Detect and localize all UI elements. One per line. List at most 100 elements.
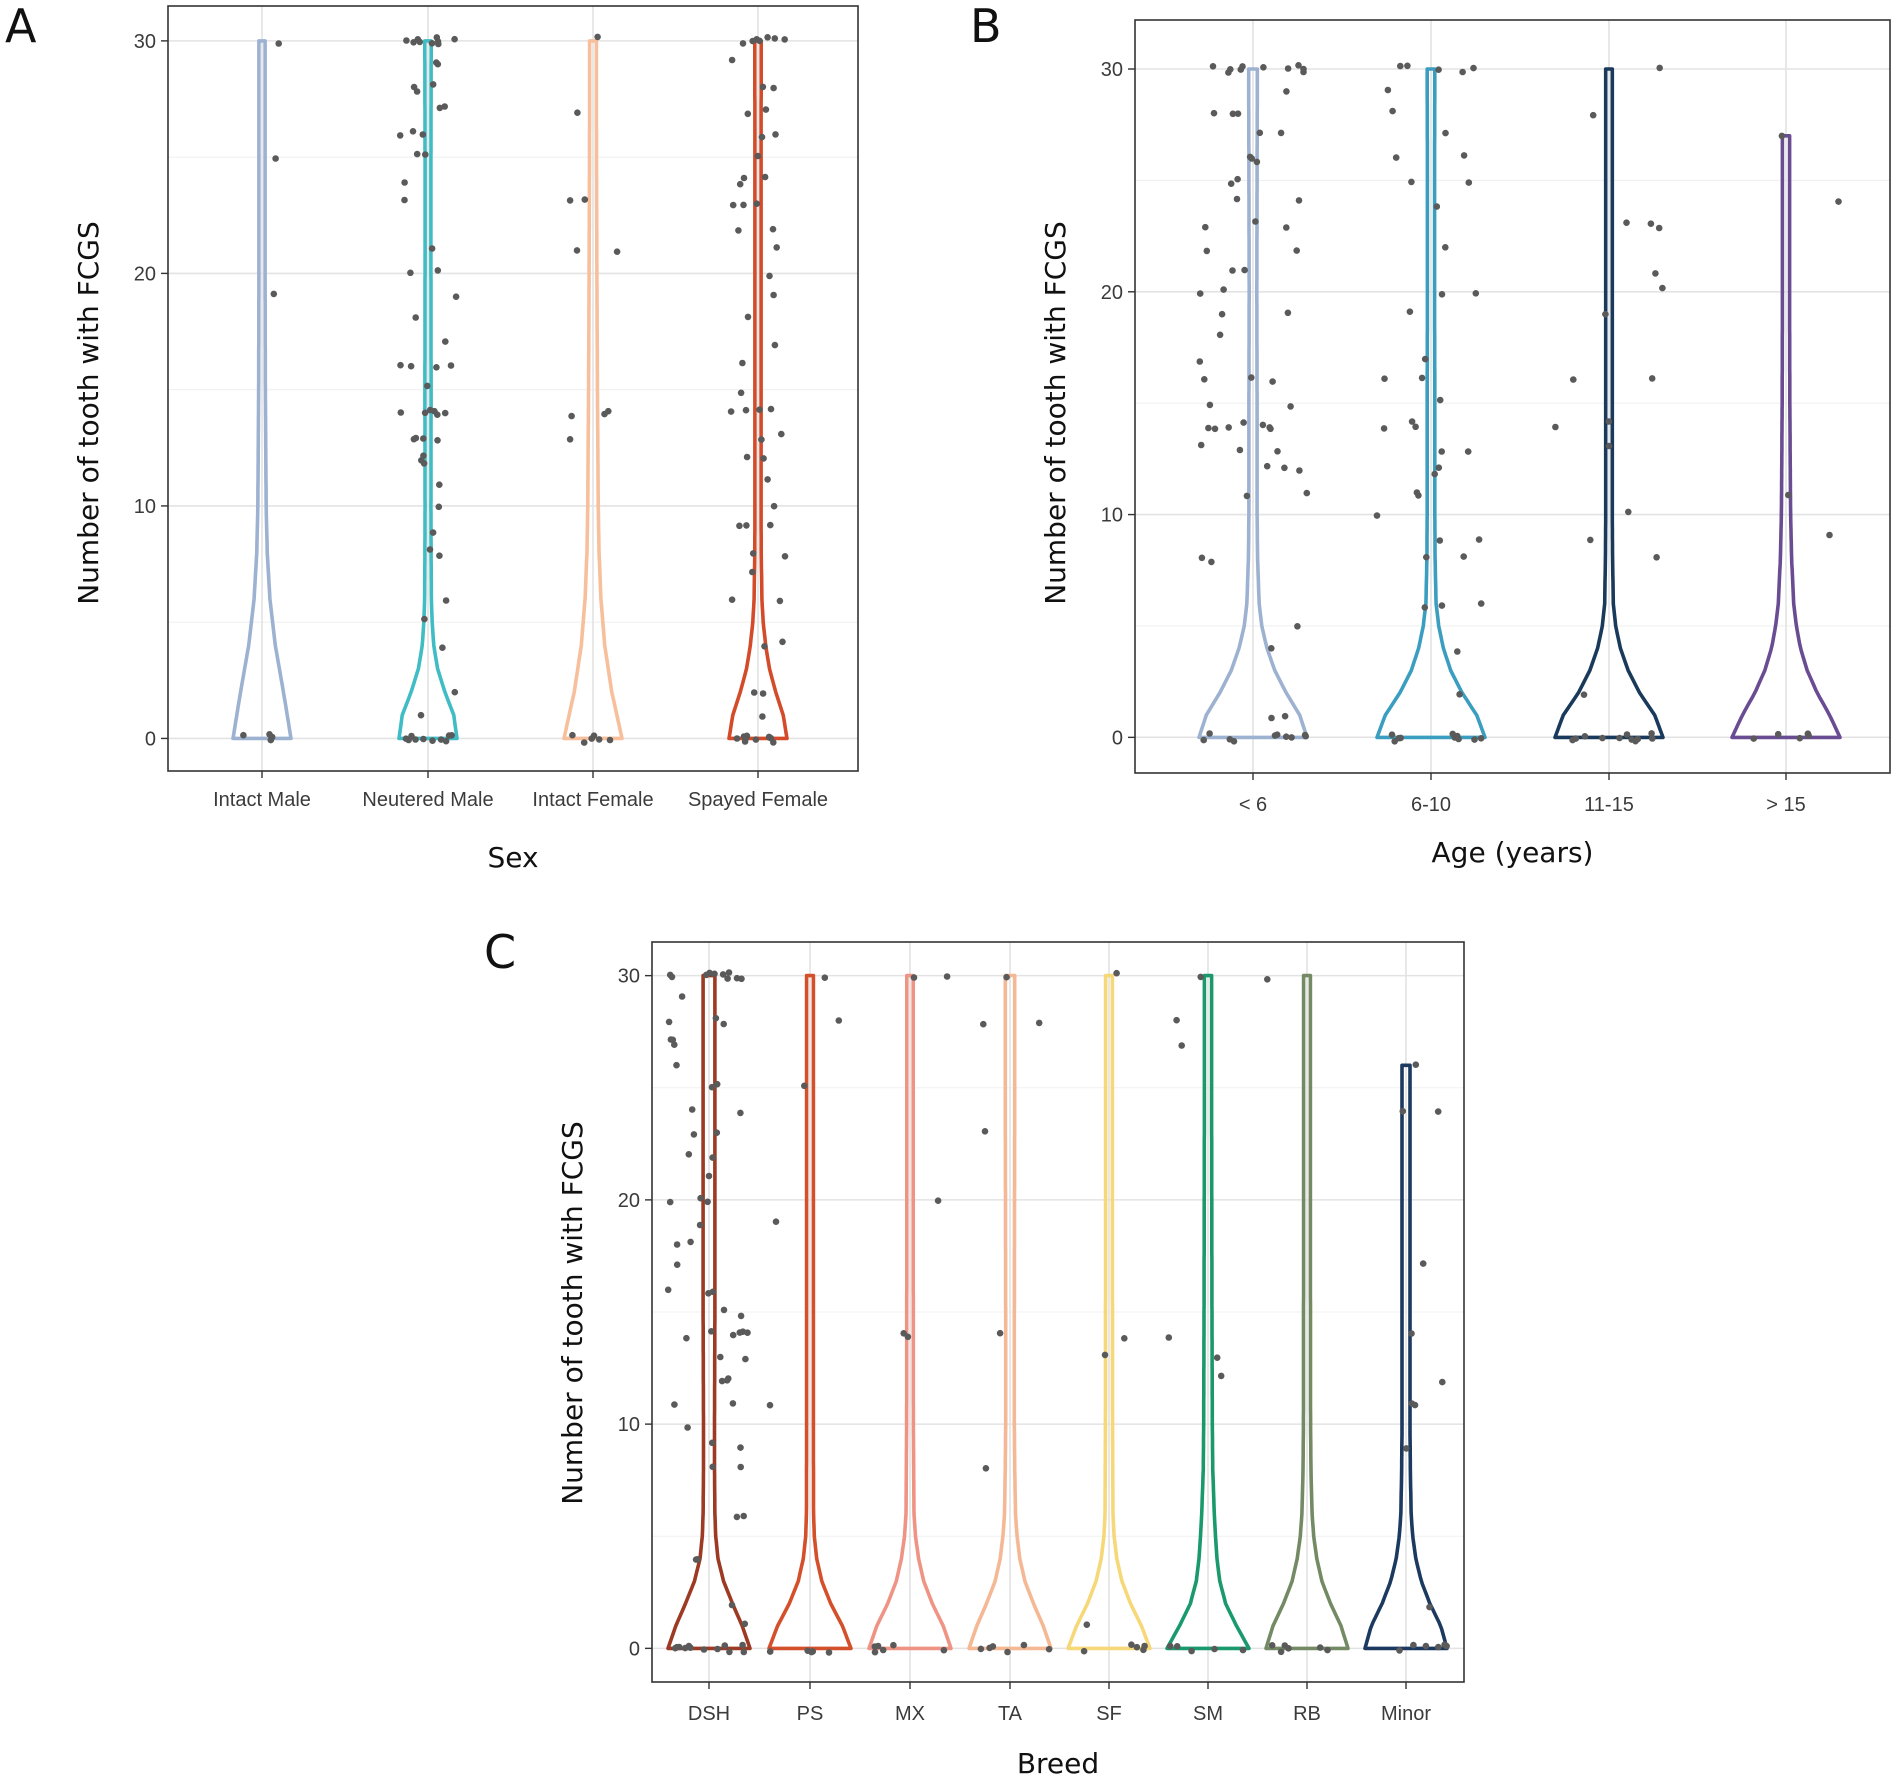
- data-point-11-15: [1623, 731, 1631, 738]
- data-point-6-10: [1454, 648, 1461, 655]
- data-point-intact-female: [573, 247, 581, 254]
- data-point-dsh: [681, 1644, 689, 1652]
- data-point-intact-female: [594, 33, 601, 41]
- data-point-neutered-male: [447, 362, 455, 369]
- data-point-ta: [1004, 1648, 1011, 1656]
- data-point-neutered-male: [412, 314, 420, 321]
- data-point-6: [1288, 734, 1295, 741]
- data-point-6: [1282, 733, 1290, 740]
- data-point-11-15: [1655, 224, 1663, 232]
- data-point-mx: [871, 1648, 879, 1656]
- data-point-dsh: [712, 1014, 720, 1022]
- data-point-spayed-female: [762, 106, 770, 113]
- data-point-11-15: [1599, 734, 1606, 742]
- data-point-neutered-male: [420, 460, 428, 467]
- data-point-11-15: [1649, 735, 1656, 742]
- data-point-ta: [1003, 973, 1010, 981]
- y-tick-label: 10: [134, 496, 156, 518]
- data-point-11-15: [1572, 735, 1580, 742]
- data-point-neutered-male: [439, 644, 446, 651]
- data-point-6-10: [1477, 600, 1485, 607]
- data-point-sf: [1121, 1335, 1128, 1342]
- data-point-ps: [766, 1401, 774, 1409]
- data-point-rb: [1264, 976, 1271, 983]
- data-point-dsh: [708, 1439, 716, 1447]
- data-point-dsh: [711, 970, 718, 978]
- data-point-neutered-male: [420, 735, 427, 743]
- data-point-neutered-male: [428, 245, 436, 252]
- data-point-6-10: [1418, 374, 1426, 382]
- data-point-neutered-male: [435, 503, 443, 511]
- data-point-rb: [1268, 1642, 1276, 1649]
- data-point-spayed-female: [781, 553, 789, 560]
- data-point-6: [1210, 109, 1218, 117]
- data-point-spayed-female: [752, 736, 760, 743]
- x-tick-label-ps: PS: [797, 1703, 824, 1725]
- data-point-6-10: [1475, 536, 1483, 543]
- data-point-neutered-male: [441, 409, 449, 417]
- data-point-spayed-female: [766, 734, 773, 741]
- data-point-spayed-female: [735, 227, 742, 234]
- violin-minor: [1363, 1063, 1449, 1651]
- data-point-6: [1284, 65, 1292, 72]
- data-point-6-10: [1435, 464, 1443, 472]
- data-point-6-10: [1438, 602, 1446, 609]
- data-point-6-10: [1380, 425, 1388, 432]
- data-point-neutered-male: [429, 529, 437, 536]
- data-point-dsh: [740, 1648, 748, 1656]
- data-point-neutered-male: [424, 382, 431, 390]
- data-point-neutered-male: [452, 293, 460, 301]
- data-point-6: [1260, 64, 1267, 71]
- data-point-6: [1225, 69, 1232, 76]
- data-point-11-15: [1656, 64, 1663, 72]
- data-point-6-10: [1436, 396, 1444, 404]
- panel-letter-a: A: [5, 0, 37, 53]
- data-point-minor: [1408, 1400, 1416, 1407]
- data-point-spayed-female: [740, 174, 748, 182]
- data-point-dsh: [684, 1424, 691, 1431]
- x-tick-label-neutered-male: Neutered Male: [362, 789, 493, 811]
- data-point-dsh: [720, 1306, 728, 1314]
- data-point-intact-male: [240, 731, 247, 739]
- data-point-dsh: [709, 1154, 716, 1161]
- data-point-dsh: [696, 1221, 704, 1229]
- data-point-11-15: [1616, 734, 1623, 742]
- data-point-sm: [1166, 1642, 1174, 1650]
- data-point-dsh: [669, 1036, 677, 1044]
- data-point-spayed-female: [776, 597, 784, 605]
- data-point-6-10: [1470, 64, 1477, 72]
- data-point-minor: [1403, 1445, 1410, 1452]
- data-point-spayed-female: [779, 638, 786, 646]
- data-point-neutered-male: [397, 409, 405, 416]
- data-point-6: [1240, 419, 1247, 426]
- panel-b: B 0 10 20 30 < 6 6-10 11-15 > 15 Age (years) Numbe…: [970, 0, 1891, 869]
- plot-frame-a: [167, 5, 859, 772]
- data-point-6-10: [1423, 553, 1430, 561]
- data-point-neutered-male: [417, 711, 425, 719]
- data-point-spayed-female: [744, 110, 752, 118]
- data-point-neutered-male: [442, 597, 450, 604]
- data-point-minor: [1412, 1061, 1420, 1068]
- data-point-neutered-male: [401, 179, 408, 186]
- data-point-minor: [1419, 1260, 1427, 1267]
- data-point-ta: [982, 1465, 990, 1472]
- data-point-spayed-female: [753, 200, 761, 207]
- data-point-6: [1227, 180, 1235, 187]
- data-point-dsh: [673, 1061, 680, 1069]
- data-point-spayed-female: [759, 690, 767, 697]
- data-point-dsh: [708, 1328, 715, 1335]
- data-point-6: [1273, 731, 1281, 738]
- data-point-dsh: [729, 1331, 737, 1339]
- data-point-11-15: [1652, 270, 1659, 277]
- data-point-ps: [801, 1082, 808, 1090]
- data-point-neutered-male: [434, 267, 442, 274]
- x-tick-label-intact-female: Intact Female: [532, 789, 653, 811]
- data-point-6-10: [1442, 244, 1449, 251]
- data-point-6-10: [1433, 203, 1441, 210]
- data-point-11-15: [1628, 736, 1635, 743]
- data-point-neutered-male: [429, 737, 436, 744]
- data-point-6: [1243, 492, 1251, 500]
- data-point-dsh: [713, 1129, 721, 1136]
- data-point-ps: [821, 974, 829, 981]
